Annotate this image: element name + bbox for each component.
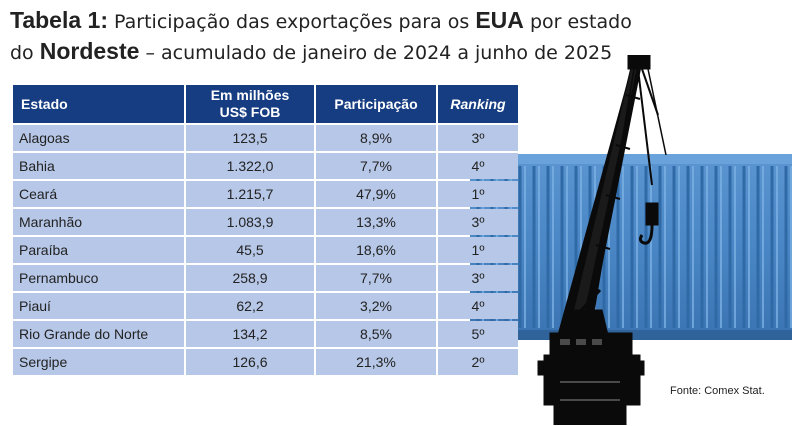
table-row: Sergipe 126,6 21,3% 2º — [13, 349, 518, 375]
cell-estado: Pernambuco — [13, 265, 184, 291]
title-prefix: do — [10, 42, 34, 64]
cell-ranking: 2º — [438, 349, 518, 375]
header-valor-line1: Em milhões — [210, 87, 290, 103]
port-crane-icon — [537, 55, 667, 425]
cell-valor: 123,5 — [186, 125, 314, 151]
cell-ranking: 3º — [438, 265, 518, 291]
table-title: Tabela 1: Participação das exportações p… — [10, 6, 650, 68]
cell-estado: Ceará — [13, 181, 184, 207]
cell-valor: 258,9 — [186, 265, 314, 291]
shipping-container-icon — [470, 154, 792, 340]
cell-participacao: 21,3% — [316, 349, 436, 375]
cell-participacao: 47,9% — [316, 181, 436, 207]
cell-valor: 1.215,7 — [186, 181, 314, 207]
cell-estado: Paraíba — [13, 237, 184, 263]
table-header-row: Estado Em milhões US$ FOB Participação R… — [13, 85, 518, 123]
cell-estado: Bahia — [13, 153, 184, 179]
cell-estado: Maranhão — [13, 209, 184, 235]
header-valor-line2: US$ FOB — [219, 104, 281, 120]
cell-participacao: 7,7% — [316, 265, 436, 291]
table-row: Paraíba 45,5 18,6% 1º — [13, 237, 518, 263]
title-line-2: do Nordeste – acumulado de janeiro de 20… — [10, 37, 650, 68]
table-row: Pernambuco 258,9 7,7% 3º — [13, 265, 518, 291]
cell-participacao: 8,9% — [316, 125, 436, 151]
cell-ranking: 3º — [438, 209, 518, 235]
cell-participacao: 7,7% — [316, 153, 436, 179]
cell-ranking: 3º — [438, 125, 518, 151]
cell-valor: 1.322,0 — [186, 153, 314, 179]
table-row: Rio Grande do Norte 134,2 8,5% 5º — [13, 321, 518, 347]
header-estado: Estado — [13, 85, 184, 123]
source-note: Fonte: Comex Stat. — [670, 385, 765, 397]
header-participacao: Participação — [316, 85, 436, 123]
header-ranking: Ranking — [438, 85, 518, 123]
table-body: Alagoas 123,5 8,9% 3º Bahia 1.322,0 7,7%… — [13, 125, 518, 375]
cell-estado: Alagoas — [13, 125, 184, 151]
cell-valor: 62,2 — [186, 293, 314, 319]
cell-estado: Rio Grande do Norte — [13, 321, 184, 347]
title-text-1: Participação das exportações para os — [114, 11, 470, 33]
table-row: Ceará 1.215,7 47,9% 1º — [13, 181, 518, 207]
cell-estado: Piauí — [13, 293, 184, 319]
cell-ranking: 5º — [438, 321, 518, 347]
cell-ranking: 4º — [438, 293, 518, 319]
table-row: Maranhão 1.083,9 13,3% 3º — [13, 209, 518, 235]
cell-valor: 126,6 — [186, 349, 314, 375]
title-country: EUA — [475, 7, 524, 33]
cell-ranking: 1º — [438, 237, 518, 263]
table-row: Piauí 62,2 3,2% 4º — [13, 293, 518, 319]
cell-participacao: 8,5% — [316, 321, 436, 347]
cell-participacao: 3,2% — [316, 293, 436, 319]
exports-table: Estado Em milhões US$ FOB Participação R… — [11, 83, 520, 377]
cell-ranking: 1º — [438, 181, 518, 207]
cell-participacao: 13,3% — [316, 209, 436, 235]
table-row: Bahia 1.322,0 7,7% 4º — [13, 153, 518, 179]
title-text-2: por estado — [529, 11, 632, 33]
cell-estado: Sergipe — [13, 349, 184, 375]
header-valor: Em milhões US$ FOB — [186, 85, 314, 123]
cell-ranking: 4º — [438, 153, 518, 179]
title-text-3: – acumulado de janeiro de 2024 a junho d… — [145, 42, 613, 64]
cell-valor: 134,2 — [186, 321, 314, 347]
cell-participacao: 18,6% — [316, 237, 436, 263]
cell-valor: 45,5 — [186, 237, 314, 263]
title-region: Nordeste — [39, 38, 140, 64]
table-row: Alagoas 123,5 8,9% 3º — [13, 125, 518, 151]
title-label: Tabela 1: — [10, 7, 108, 33]
cell-valor: 1.083,9 — [186, 209, 314, 235]
title-line-1: Tabela 1: Participação das exportações p… — [10, 6, 650, 37]
